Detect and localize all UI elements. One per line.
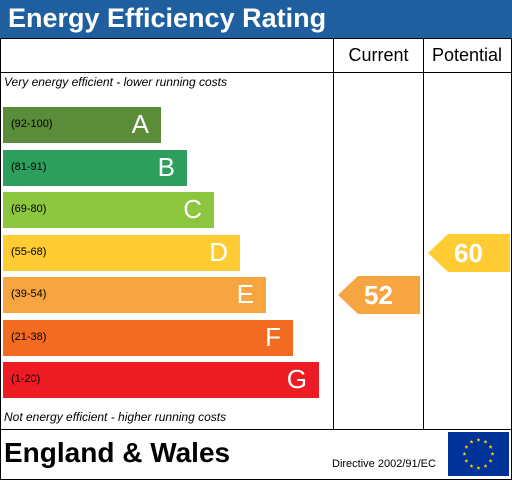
- band-letter-label: F: [265, 322, 281, 352]
- eu-star-icon: [469, 463, 474, 468]
- potential-rating-value: 60: [454, 238, 483, 268]
- potential-column-header: Potential: [431, 45, 503, 65]
- eu-star-icon: [490, 451, 495, 456]
- band-letter-label: C: [183, 194, 202, 224]
- potential-column-divider: [423, 38, 424, 430]
- eu-flag-icon: [448, 432, 509, 476]
- band-range-label: (39-54): [11, 288, 47, 300]
- band-range-label: (21-38): [11, 331, 47, 343]
- eu-star-icon: [464, 458, 469, 463]
- footer-divider: [0, 429, 512, 430]
- potential-arrow-shape: [428, 234, 510, 272]
- current-rating-value: 52: [364, 280, 393, 310]
- band-letter-label: A: [131, 109, 149, 139]
- rating-band-f: (21-38) F: [3, 320, 293, 356]
- inefficient-note: Not energy efficient - higher running co…: [4, 410, 227, 424]
- rating-band-b: (81-91) B: [3, 150, 187, 186]
- rating-band-d: (55-68) D: [3, 235, 240, 271]
- band-range-label: (69-80): [11, 203, 47, 215]
- rating-band-c: (69-80) C: [3, 192, 214, 228]
- band-range-label: (81-91): [11, 161, 47, 173]
- band-range-label: (1-20): [11, 373, 41, 385]
- band-letter-label: G: [286, 364, 307, 394]
- band-range-label: (92-100): [11, 118, 53, 130]
- eu-star-icon: [476, 437, 481, 442]
- region-label: England & Wales: [4, 437, 231, 468]
- potential-rating-arrow: 60: [428, 234, 510, 272]
- eu-star-icon: [464, 444, 469, 449]
- band-letter-label: D: [209, 237, 228, 267]
- current-column-header: Current: [348, 45, 409, 65]
- directive-label: Directive 2002/91/EC: [332, 458, 436, 470]
- rating-band-a: (92-100) A: [3, 107, 161, 143]
- eu-star-icon: [488, 444, 493, 449]
- eu-star-icon: [483, 463, 488, 468]
- header-row-divider: [0, 72, 512, 73]
- eu-star-icon: [476, 465, 481, 470]
- rating-band-e: (39-54) E: [3, 277, 266, 313]
- eu-star-icon: [488, 458, 493, 463]
- efficient-note: Very energy efficient - lower running co…: [4, 75, 227, 89]
- rating-band-g: (1-20) G: [3, 362, 319, 398]
- header-bar: Energy Efficiency Rating: [0, 0, 512, 38]
- band-range-label: (55-68): [11, 246, 47, 258]
- eu-star-icon: [462, 451, 467, 456]
- page-title: Energy Efficiency Rating: [8, 3, 327, 33]
- current-column-divider: [333, 38, 334, 430]
- band-letter-label: E: [236, 279, 254, 309]
- band-letter-label: B: [157, 152, 175, 182]
- current-arrow-shape: [338, 276, 420, 314]
- eu-star-icon: [469, 439, 474, 444]
- eu-star-icon: [483, 439, 488, 444]
- current-rating-arrow: 52: [338, 276, 420, 314]
